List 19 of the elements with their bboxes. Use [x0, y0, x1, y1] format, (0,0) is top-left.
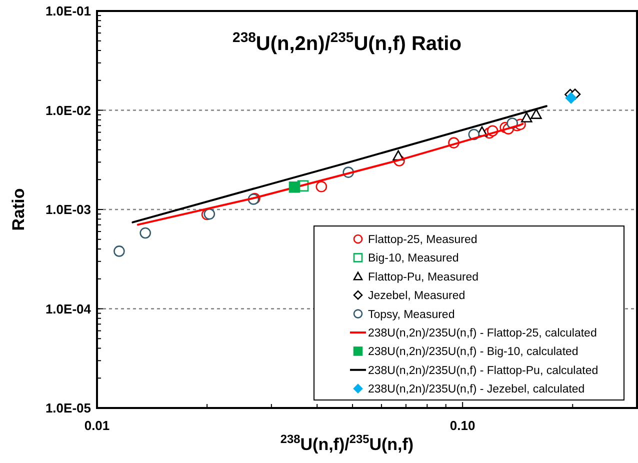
y-tick-label: 1.0E-01	[45, 4, 91, 19]
legend-label: Jezebel, Measured	[368, 290, 466, 302]
x-axis-title: $^{238}$U(n,f)/$^{235}$U(n,f)	[280, 432, 414, 454]
x-tick-label: 0.01	[84, 418, 110, 433]
legend-label: 238U(n,2n)/235U(n,f) - Jezebel, calculated	[368, 384, 585, 396]
y-tick-label: 1.0E-05	[45, 400, 91, 416]
y-tick-label: 1.0E-02	[45, 102, 91, 118]
legend-label: 238U(n,2n)/235U(n,f) - Flattop-Pu, calculated	[368, 364, 598, 377]
legend-label: 238U(n,2n)/235U(n,f) - Flattop-25, calculated	[368, 328, 597, 340]
x-tick-label: 0.10	[450, 418, 476, 433]
legend-label: Topsy, Measured	[368, 308, 455, 321]
y-tick-label: 1.0E-03	[45, 202, 91, 218]
text: $^{238}$U(n,2n)/$^{235}$U(n,f) Ratio	[232, 29, 462, 55]
legend-label: 238U(n,2n)/235U(n,f) - Big-10, calculated	[368, 346, 578, 358]
legend-label: Flattop-Pu, Measured	[368, 271, 479, 284]
y-tick-label: 1.0E-04	[45, 301, 92, 316]
y-axis-title: Ratio	[9, 188, 28, 231]
legend-label: Big-10, Measured	[368, 252, 459, 265]
legend-label: Flattop-25, Measured	[368, 234, 478, 246]
